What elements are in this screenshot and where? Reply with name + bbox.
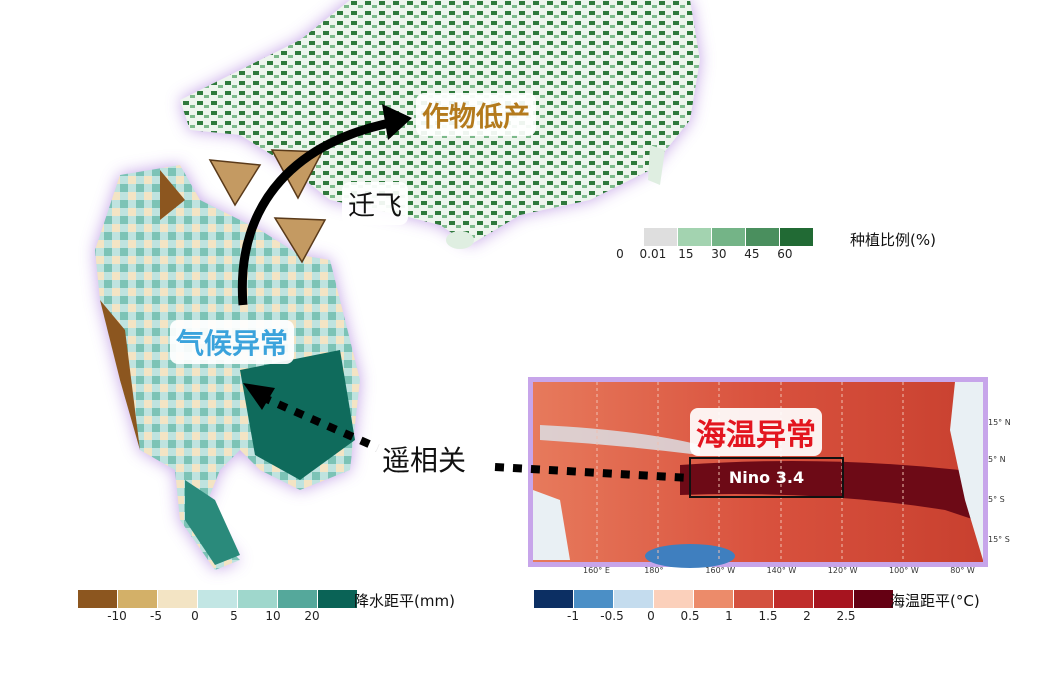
legend-tick: 1 (725, 609, 733, 623)
legend-tick: -5 (150, 609, 162, 623)
legend-tick: 30 (711, 247, 727, 261)
legend-swatch (712, 228, 746, 246)
legend-swatch (78, 590, 118, 608)
legend-tick: 15 (678, 247, 694, 261)
legend-tick: 2 (803, 609, 811, 623)
ocean-x-tick: 120° W (827, 566, 858, 575)
arrowhead-icon (382, 104, 412, 140)
legend-tick: -0.5 (600, 609, 624, 623)
legend-swatch (198, 590, 238, 608)
legend-swatch (644, 228, 678, 246)
legend-swatch (814, 590, 854, 608)
teleconnection-line (494, 463, 691, 482)
ocean-y-tick: 5° N (988, 455, 1006, 464)
planting-legend-title: 种植比例(%) (850, 231, 936, 249)
legend-tick: 0.01 (639, 247, 667, 261)
legend-tick: -10 (107, 609, 127, 623)
legend-tick: 0.5 (680, 609, 700, 623)
legend-swatch (774, 590, 814, 608)
nino-3.4-box (689, 457, 844, 498)
legend-swatch (614, 590, 654, 608)
nino-box-label: Nino 3.4 (728, 468, 805, 487)
legend-tick: 1.5 (758, 609, 778, 623)
legend-swatch (158, 590, 198, 608)
legend-swatch (574, 590, 614, 608)
precip-legend-title: 降水距平(mm) (354, 592, 455, 610)
legend-tick: 0 (191, 609, 199, 623)
legend-tick: 0 (616, 247, 624, 261)
ocean-x-tick: 100° W (889, 566, 919, 575)
legend-swatch (678, 228, 712, 246)
moth-icon (208, 159, 262, 207)
precip-legend-bar (78, 590, 358, 608)
legend-swatch (610, 228, 644, 246)
ocean-y-tick: 15° N (988, 418, 1011, 427)
legend-tick: -1 (567, 609, 579, 623)
legend-tick: 5 (230, 609, 238, 623)
legend-swatch (318, 590, 358, 608)
legend-tick: 10 (265, 609, 281, 623)
sst-anomaly-label: 海温异常 (690, 408, 822, 456)
ocean-x-tick: 140° W (766, 566, 797, 575)
moth-icon (273, 217, 327, 264)
ocean-x-tick: 160° E (583, 566, 610, 575)
sst-legend-bar (534, 590, 894, 608)
legend-swatch (238, 590, 278, 608)
legend-swatch (694, 590, 734, 608)
legend-tick: 45 (744, 247, 760, 261)
indochina-precip-map (95, 165, 360, 570)
teleconnection-line (260, 393, 380, 452)
crop-low-yield-label: 作物低产 (416, 93, 536, 136)
migration-arrow (237, 117, 396, 306)
legend-swatch (780, 228, 814, 246)
climate-anomaly-label: 气候异常 (170, 320, 295, 364)
legend-tick: 2.5 (836, 609, 856, 623)
ocean-y-tick: 5° S (988, 495, 1005, 504)
ocean-x-tick: 80° W (950, 566, 975, 575)
legend-swatch (278, 590, 318, 608)
ocean-x-tick: 160° W (705, 566, 736, 575)
legend-swatch (746, 228, 780, 246)
legend-swatch (854, 590, 894, 608)
legend-tick: 20 (304, 609, 320, 623)
legend-swatch (654, 590, 694, 608)
ocean-y-tick: 15° S (988, 535, 1010, 544)
legend-tick: 60 (777, 247, 793, 261)
teleconnection-label: 遥相关 (376, 437, 473, 481)
arrowhead-icon (243, 383, 275, 410)
sst-legend-title: 海温距平(°C) (890, 592, 980, 610)
planting-legend-bar (610, 228, 814, 246)
migration-label: 迁飞 (342, 182, 408, 225)
legend-swatch (734, 590, 774, 608)
legend-swatch (118, 590, 158, 608)
legend-tick: 0 (647, 609, 655, 623)
moth-icons (208, 149, 327, 264)
legend-swatch (534, 590, 574, 608)
ocean-x-tick: 180° (644, 566, 664, 575)
